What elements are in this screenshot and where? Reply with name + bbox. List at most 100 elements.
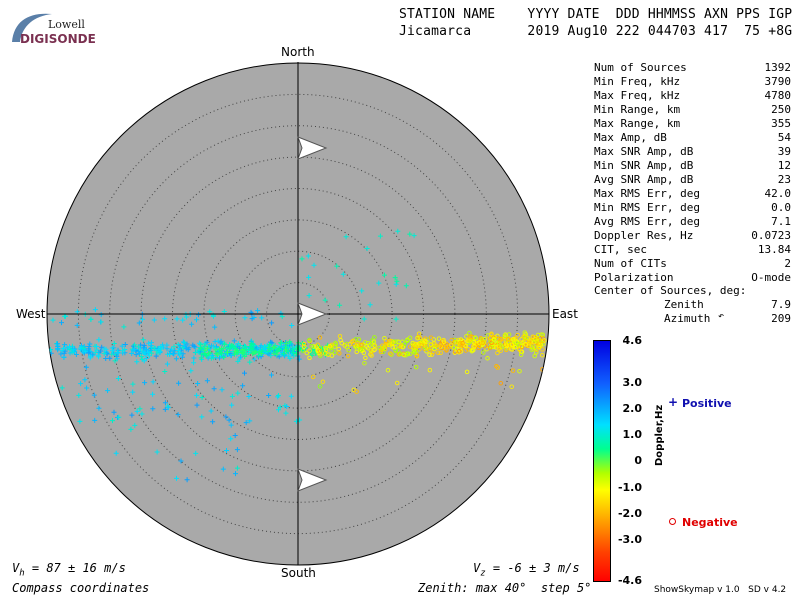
source-positive <box>120 348 126 354</box>
stat-row: Doppler Res, Hz 0.0723 <box>594 229 791 243</box>
source-negative <box>363 355 368 361</box>
stat-label: Min Range, km <box>594 103 681 116</box>
positive-plus-icon: + <box>668 395 679 409</box>
source-positive <box>73 352 79 357</box>
east-label: East <box>552 307 578 321</box>
source-positive <box>266 393 272 398</box>
source-positive <box>72 346 78 352</box>
source-positive <box>394 278 400 284</box>
zenith-scale-note: Zenith: max 40° step 5° <box>418 581 592 595</box>
source-positive <box>150 379 156 385</box>
source-positive <box>240 350 245 355</box>
source-positive <box>377 233 383 239</box>
source-positive <box>146 353 152 359</box>
source-negative <box>371 339 377 345</box>
source-negative <box>380 343 385 348</box>
source-positive <box>211 386 217 392</box>
colorbar-tick-label: 4.6 <box>622 334 643 347</box>
source-negative <box>336 346 341 352</box>
source-positive <box>257 344 263 350</box>
source-positive <box>171 344 177 350</box>
source-positive <box>266 344 272 350</box>
source-positive <box>267 345 273 351</box>
source-negative <box>382 346 388 352</box>
source-positive <box>234 447 240 453</box>
source-negative <box>390 340 396 346</box>
source-positive <box>104 350 110 356</box>
source-positive <box>311 262 317 268</box>
source-negative <box>323 345 329 351</box>
source-positive <box>234 465 240 471</box>
source-positive <box>299 256 305 262</box>
source-positive <box>222 341 228 347</box>
center-heading: Center of Sources, deg: <box>594 284 747 297</box>
source-negative <box>317 335 323 340</box>
source-negative <box>422 338 428 344</box>
stat-row: Min SNR Amp, dB 12 <box>594 159 791 173</box>
source-positive <box>219 387 225 393</box>
source-negative <box>489 331 494 337</box>
source-positive <box>217 340 223 346</box>
source-negative <box>516 341 521 347</box>
azimuth-arrow-icon: ↶ <box>718 311 725 322</box>
source-positive <box>98 312 104 318</box>
source-positive <box>305 253 311 259</box>
source-positive <box>186 345 192 351</box>
source-negative <box>464 369 470 375</box>
source-positive <box>364 246 370 251</box>
stat-label: Max Freq, kHz <box>594 89 681 102</box>
source-positive <box>57 434 63 440</box>
source-positive <box>121 324 127 330</box>
source-positive <box>199 395 205 400</box>
source-positive <box>262 344 268 349</box>
doppler-colorbar <box>593 340 611 582</box>
source-positive <box>189 321 195 327</box>
source-positive <box>215 352 220 358</box>
stat-label: Num of Sources <box>594 61 687 74</box>
center-azimuth-value: 209 <box>771 312 791 325</box>
source-negative <box>345 353 351 359</box>
source-negative <box>488 344 494 350</box>
source-positive <box>198 342 204 348</box>
source-positive <box>243 351 249 357</box>
source-negative <box>300 348 306 353</box>
source-positive <box>81 345 87 351</box>
source-negative <box>402 341 408 347</box>
source-negative <box>540 338 545 344</box>
source-negative <box>428 335 434 340</box>
source-positive <box>288 393 294 399</box>
source-positive <box>184 341 190 347</box>
source-negative <box>476 345 481 351</box>
source-positive <box>183 346 189 352</box>
source-negative <box>529 347 534 352</box>
source-positive <box>212 324 218 330</box>
stat-row: CIT, sec 13.84 <box>594 243 791 257</box>
source-positive <box>103 356 109 361</box>
source-positive <box>227 350 233 356</box>
source-positive <box>61 350 67 356</box>
source-positive <box>283 340 289 346</box>
source-positive <box>178 458 184 464</box>
source-positive <box>393 281 399 287</box>
source-negative <box>382 335 387 341</box>
source-positive <box>136 320 142 326</box>
source-negative <box>518 352 524 357</box>
source-positive <box>128 426 134 432</box>
source-positive <box>337 302 343 308</box>
source-positive <box>232 351 237 357</box>
source-negative <box>530 334 536 339</box>
source-negative <box>407 351 413 357</box>
source-positive <box>62 348 68 354</box>
source-positive <box>210 419 216 425</box>
source-positive <box>228 436 234 442</box>
source-positive <box>393 316 399 322</box>
stat-value: 0.0 <box>771 201 791 214</box>
center-azimuth-label: Azimuth <box>664 312 711 325</box>
source-positive <box>246 394 252 399</box>
source-positive <box>392 275 398 281</box>
source-negative <box>417 340 423 346</box>
stat-row: Avg SNR Amp, dB 23 <box>594 173 791 187</box>
stat-label: Doppler Res, Hz <box>594 229 694 242</box>
source-positive <box>247 344 253 349</box>
